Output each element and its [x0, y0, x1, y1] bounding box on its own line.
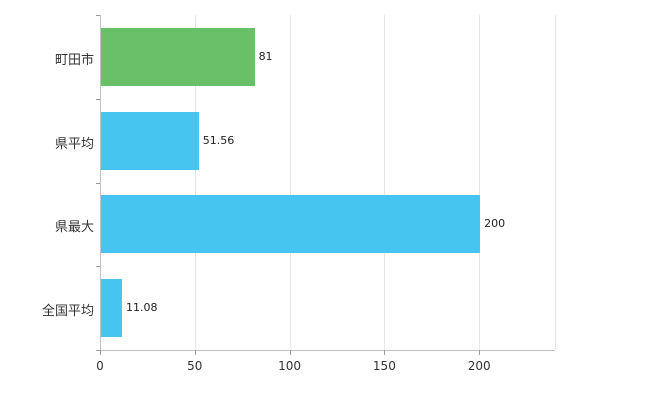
x-tick-label-50: 50: [187, 359, 203, 373]
x-tick-label-150: 150: [372, 359, 396, 373]
x-tick-mark-150: [384, 350, 386, 355]
y-tick-mark-4: [96, 350, 100, 351]
value-label-1: 51.56: [202, 133, 235, 147]
chart-bar-2: [101, 195, 481, 254]
category-label-2: 県最大: [54, 220, 94, 236]
x-tick-label-100: 100: [278, 359, 302, 373]
gridline-x-150: [384, 15, 386, 350]
chart-bar-3: [101, 279, 122, 338]
x-tick-mark-50: [194, 350, 196, 355]
y-tick-mark-2: [96, 182, 100, 184]
value-label-2: 200: [484, 217, 506, 231]
category-label-3: 全国平均: [41, 304, 94, 320]
chart-bar-0: [101, 27, 255, 86]
value-label-0: 81: [258, 49, 273, 63]
y-tick-mark-0: [96, 15, 100, 16]
chart-bar-1: [101, 111, 199, 170]
x-tick-label-200: 200: [467, 359, 491, 373]
gridline-x-100: [289, 15, 291, 350]
plot-right-edge: [555, 15, 556, 350]
value-label-3: 11.08: [126, 301, 158, 315]
category-label-0: 町田市: [54, 52, 94, 68]
y-tick-mark-1: [96, 98, 100, 100]
gridline-x-50: [194, 15, 196, 350]
x-tick-label-0: 0: [96, 359, 104, 373]
x-tick-mark-0: [100, 350, 101, 355]
gridline-x-200: [479, 15, 481, 350]
x-axis-line: [100, 350, 555, 351]
y-tick-mark-3: [96, 266, 100, 268]
y-axis-line: [100, 15, 101, 350]
category-label-1: 県平均: [54, 136, 94, 152]
x-tick-mark-200: [479, 350, 481, 355]
x-tick-mark-100: [289, 350, 291, 355]
